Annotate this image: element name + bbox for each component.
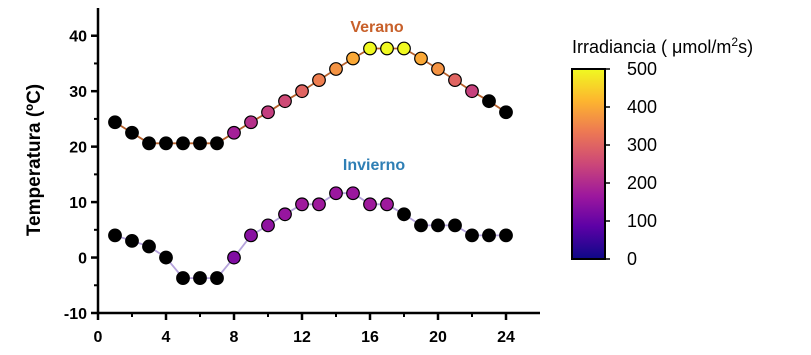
data-point-invierno [125, 234, 139, 248]
data-point-verano [363, 41, 377, 56]
data-point-invierno [329, 186, 343, 201]
data-point-invierno [346, 186, 360, 201]
x-tick-label: 8 [230, 329, 239, 346]
data-point-verano [244, 115, 258, 130]
y-tick-label: 20 [69, 140, 87, 157]
series-line-verano [114, 47, 507, 145]
colorbar-ticks: 0 100 200 300 400 500 [605, 59, 657, 269]
data-point-invierno [193, 271, 207, 285]
data-point-invierno [448, 218, 462, 233]
data-point-verano [397, 41, 411, 56]
series-label-verano: Verano [350, 19, 404, 36]
data-point-invierno [482, 228, 496, 243]
x-tick-label: 12 [293, 329, 311, 346]
data-point-verano [465, 84, 479, 99]
data-point-invierno [159, 250, 173, 265]
data-point-verano [159, 136, 173, 151]
data-point-invierno [278, 207, 292, 222]
series-line-invierno [114, 192, 506, 279]
y-tick-label: -10 [64, 306, 87, 323]
data-point-verano [482, 94, 496, 109]
data-point-invierno [499, 228, 513, 243]
y-tick-label: 10 [69, 195, 87, 212]
data-point-invierno [142, 239, 156, 254]
y-tick-label: 40 [69, 29, 87, 46]
data-point-invierno [414, 218, 428, 233]
data-point-invierno [176, 271, 190, 285]
data-point-verano [125, 125, 139, 140]
data-point-verano [210, 136, 224, 151]
colorbar-tick-label: 300 [627, 135, 657, 155]
colorbar-tick-label: 200 [627, 173, 657, 193]
colorbar-title-end: s) [738, 37, 753, 57]
colorbar-title: Irradiancia ( μmol/m2s) [572, 35, 753, 57]
data-point-verano [176, 136, 190, 151]
data-point-invierno [227, 250, 241, 265]
colorbar-tick-label: 400 [627, 97, 657, 117]
colorbar-tick-label: 100 [627, 211, 657, 231]
data-point-invierno [210, 271, 224, 285]
data-point-invierno [312, 197, 326, 212]
axes: -10 0 10 20 30 40 0 4 8 12 16 20 24 [64, 8, 540, 346]
colorbar-tick-label: 500 [627, 59, 657, 79]
data-point-invierno [295, 197, 309, 212]
data-point-verano [329, 62, 343, 76]
y-tick-label: 30 [69, 84, 87, 101]
data-point-verano [278, 94, 292, 109]
data-point-invierno [108, 228, 122, 243]
data-point-verano [499, 105, 513, 120]
colorbar-gradient [571, 68, 606, 260]
data-point-verano [431, 62, 445, 76]
data-point-verano [108, 115, 122, 130]
colorbar-title-main: Irradiancia ( μmol/m [572, 37, 731, 57]
data-point-verano [295, 84, 309, 99]
colorbar: Irradiancia ( μmol/m2s) 0 100 200 300 400 500 [571, 35, 753, 269]
x-tick-label: 20 [429, 329, 447, 346]
x-tick-label: 16 [361, 329, 379, 346]
data-point-invierno [380, 197, 394, 212]
data-point-invierno [465, 228, 479, 243]
data-point-verano [227, 125, 241, 140]
data-point-verano [142, 136, 156, 151]
data-point-invierno [261, 218, 275, 233]
data-point-verano [193, 136, 207, 151]
colorbar-tick-label: 0 [627, 249, 637, 269]
data-point-invierno [363, 197, 377, 212]
x-tick-label: 0 [94, 329, 103, 346]
x-tick-label: 24 [497, 329, 515, 346]
data-point-verano [380, 41, 394, 56]
data-points [108, 41, 513, 285]
series-lines [114, 47, 507, 279]
data-point-invierno [431, 218, 445, 233]
colorbar-title-sup: 2 [731, 35, 738, 49]
series-label-invierno: Invierno [343, 157, 405, 174]
x-tick-label: 4 [162, 329, 171, 346]
data-point-verano [414, 51, 428, 66]
y-tick-label: 0 [78, 251, 87, 268]
data-point-verano [261, 105, 275, 120]
data-point-verano [448, 73, 462, 87]
y-axis-title: Temperatura (ºC) [24, 84, 45, 236]
data-point-verano [312, 73, 326, 87]
data-point-invierno [397, 207, 411, 222]
data-point-invierno [244, 228, 258, 243]
data-point-verano [346, 51, 360, 66]
